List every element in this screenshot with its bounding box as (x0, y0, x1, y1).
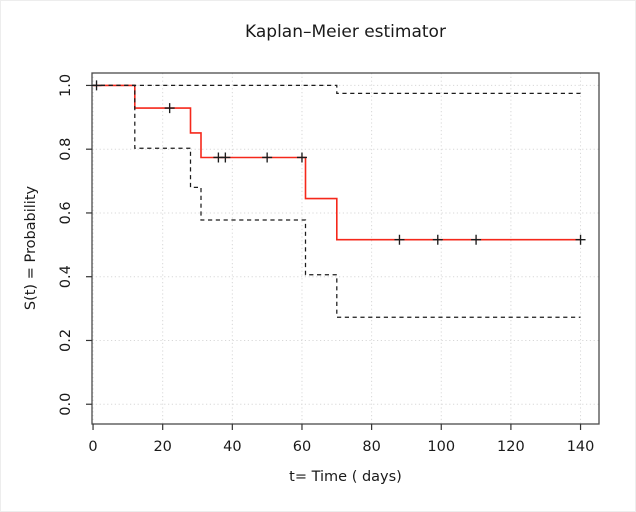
y-tick-label: 0.6 (58, 201, 74, 224)
y-axis-title: S(t) = Probability (23, 185, 39, 311)
ci-upper-curve (93, 84, 581, 95)
x-tick-label: 0 (88, 439, 97, 455)
km-curve (93, 84, 581, 241)
censor-mark (432, 234, 443, 245)
plot-box-border (91, 72, 600, 425)
censor-mark (91, 80, 102, 91)
x-tick-label: 80 (362, 439, 380, 455)
y-tick-label: 0.8 (58, 138, 74, 161)
y-tick-label: 0.0 (58, 393, 74, 416)
x-axis-title: t= Time ( days) (289, 469, 402, 485)
x-tick-label: 100 (427, 439, 455, 455)
censor-mark (471, 234, 482, 245)
censor-mark (296, 152, 307, 163)
x-tick-label: 140 (567, 439, 595, 455)
y-tick-label: 0.4 (58, 265, 74, 288)
x-tick-label: 120 (497, 439, 525, 455)
censor-mark (262, 152, 273, 163)
censor-mark (164, 103, 175, 114)
ci-lower-curve (93, 84, 581, 318)
y-tick-label: 1.0 (58, 74, 74, 97)
censor-mark (575, 234, 586, 245)
x-tick-label: 40 (223, 439, 241, 455)
y-tick-label: 0.2 (58, 329, 74, 352)
chart-title: Kaplan–Meier estimator (245, 22, 446, 42)
censor-mark (394, 234, 405, 245)
censor-mark (220, 152, 231, 163)
x-tick-label: 60 (293, 439, 311, 455)
x-tick-label: 20 (153, 439, 171, 455)
